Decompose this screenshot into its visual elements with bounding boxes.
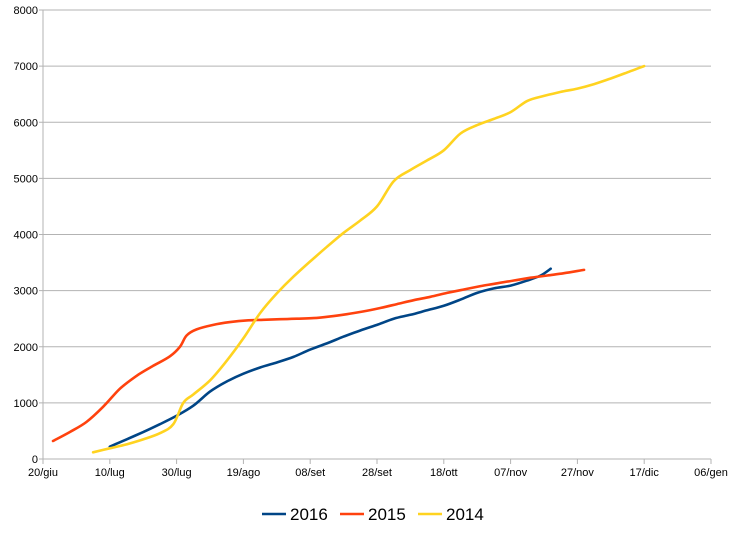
y-tick-label: 6000	[14, 117, 38, 129]
x-tick-label: 30/lug	[162, 467, 192, 479]
grid-lines	[43, 9, 711, 460]
x-tick-label: 07/nov	[494, 467, 528, 479]
y-tick-label: 7000	[14, 61, 38, 73]
y-tick-label: 0	[32, 454, 38, 466]
legend-label-2015: 2015	[368, 505, 406, 524]
legend-label-2016: 2016	[290, 505, 328, 524]
legend: 2016 2015 2014	[262, 505, 484, 524]
x-tick-label: 18/ott	[430, 467, 458, 479]
y-tick-label: 4000	[14, 230, 38, 242]
legend-label-2014: 2014	[446, 505, 484, 524]
x-tick-label: 17/dic	[630, 467, 660, 479]
x-tick-label: 06/gen	[694, 467, 728, 479]
y-tick-label: 1000	[14, 398, 38, 410]
series-line-2015	[51, 268, 586, 443]
x-tick-label: 10/lug	[95, 467, 125, 479]
series-line-2016	[108, 267, 552, 448]
x-tick-label: 20/giu	[28, 467, 58, 479]
axes	[39, 9, 712, 464]
x-tick-label: 08/set	[295, 467, 325, 479]
y-tick-label: 5000	[14, 173, 38, 185]
y-tick-label: 8000	[14, 5, 38, 17]
x-tick-label: 19/ago	[227, 467, 261, 479]
x-tick-label: 27/nov	[561, 467, 595, 479]
y-tick-label: 2000	[14, 342, 38, 354]
x-tick-labels: 20/giu 10/lug 30/lug 19/ago 08/set 28/set 18/o…	[28, 467, 728, 479]
y-tick-labels: 0 1000 2000 3000 4000 5000 6000 7000 8000	[14, 5, 38, 466]
x-tick-label: 28/set	[362, 467, 392, 479]
series-lines	[51, 64, 646, 454]
series-line-2014	[91, 64, 646, 454]
y-tick-label: 3000	[14, 286, 38, 298]
